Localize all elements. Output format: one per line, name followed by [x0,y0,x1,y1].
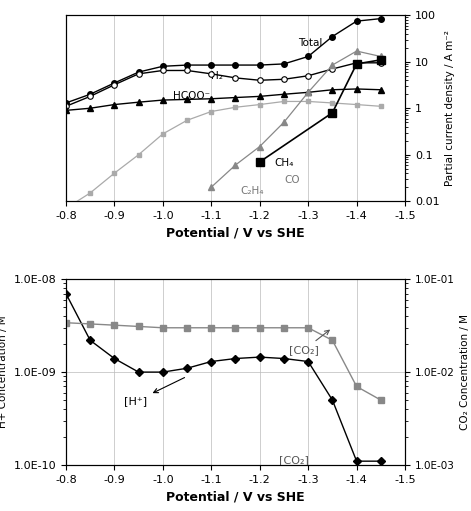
Text: [CO₂]: [CO₂] [289,330,329,355]
Text: HCOO⁻: HCOO⁻ [172,91,210,101]
Y-axis label: CO₂ Concentration / M: CO₂ Concentration / M [460,314,470,430]
Text: [H⁺]: [H⁺] [124,378,185,406]
Text: [CO₂]: [CO₂] [279,455,309,464]
Y-axis label: H+ Concentration / M: H+ Concentration / M [0,316,8,428]
X-axis label: Potential / V vs SHE: Potential / V vs SHE [166,490,305,503]
Text: Total: Total [299,38,323,48]
X-axis label: Potential / V vs SHE: Potential / V vs SHE [166,226,305,240]
Text: CH₄: CH₄ [274,158,293,168]
Text: CO: CO [284,175,300,184]
Text: C₂H₄: C₂H₄ [240,187,264,196]
Y-axis label: Partial current density / A m⁻²: Partial current density / A m⁻² [445,30,455,186]
Text: H₂: H₂ [211,72,223,81]
